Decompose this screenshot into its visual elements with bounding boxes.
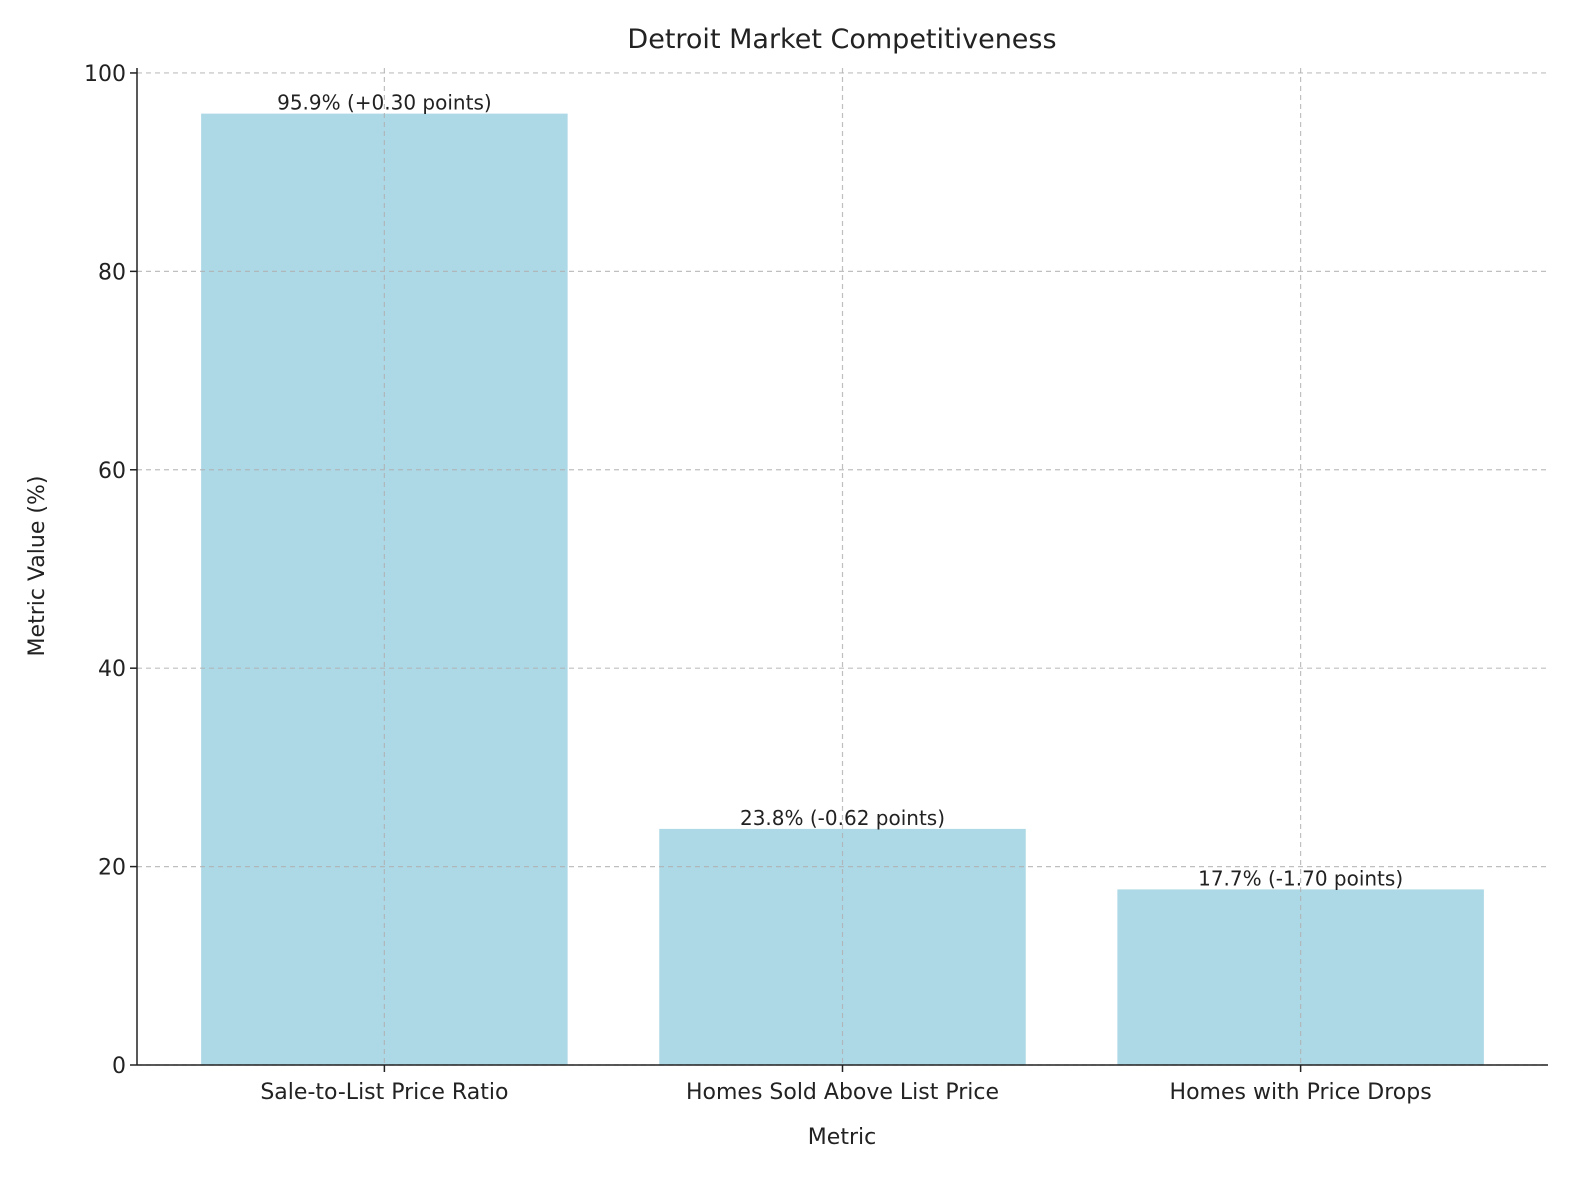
chart-title: Detroit Market Competitiveness — [627, 24, 1056, 55]
y-tick-label: 100 — [84, 62, 126, 87]
x-tick-label: Homes with Price Drops — [1170, 1080, 1432, 1105]
y-tick-label: 80 — [98, 260, 126, 285]
x-axis-label: Metric — [808, 1125, 876, 1150]
axes: 0 20 40 60 80 100 Sale-to-List Price Ratio Home… — [84, 62, 1548, 1105]
y-tick-label: 60 — [98, 459, 126, 484]
y-axis-label: Metric Value (%) — [25, 476, 50, 657]
y-tick-label: 20 — [98, 856, 126, 881]
y-tick-label: 40 — [98, 657, 126, 682]
y-tick-label: 0 — [112, 1054, 126, 1079]
data-label: 17.7% (-1.70 points) — [1198, 866, 1403, 890]
data-labels: 95.9% (+0.30 points) 23.8% (-0.62 points)… — [277, 91, 1403, 891]
data-label: 95.9% (+0.30 points) — [277, 91, 492, 115]
bar — [201, 113, 568, 1065]
bars — [201, 113, 1484, 1065]
x-tick-label: Homes Sold Above List Price — [686, 1080, 999, 1105]
x-tick-label: Sale-to-List Price Ratio — [260, 1080, 508, 1105]
data-label: 23.8% (-0.62 points) — [740, 806, 945, 830]
